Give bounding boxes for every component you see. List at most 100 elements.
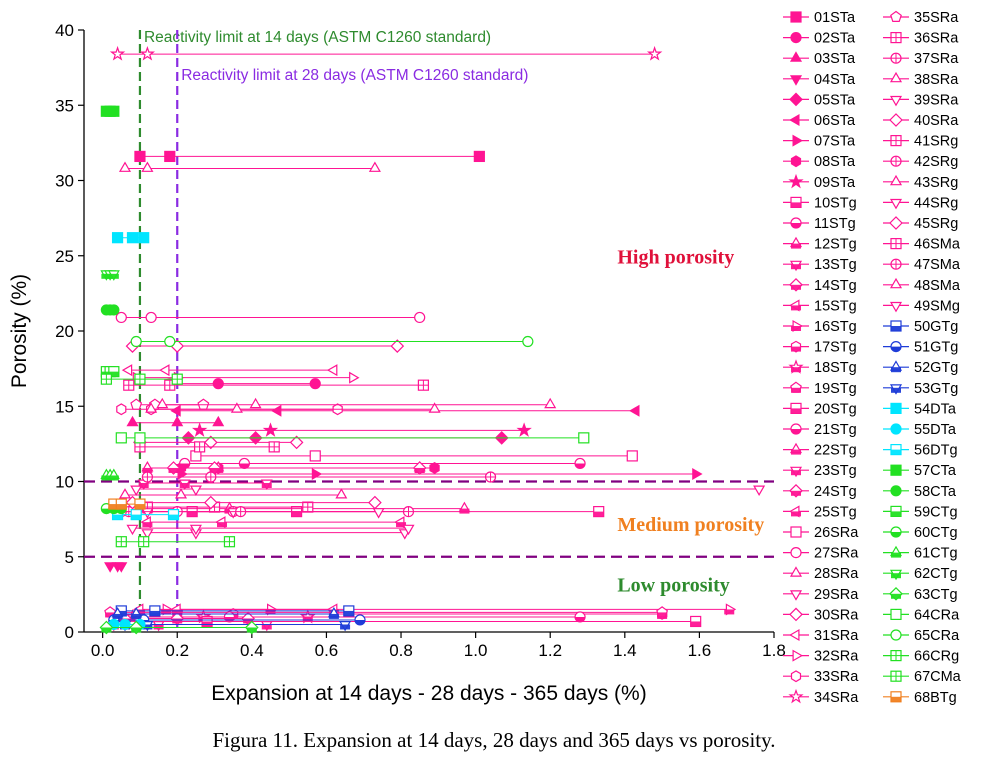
series-26SRa <box>190 450 638 462</box>
legend-entry: 05STa <box>783 92 856 108</box>
legend-entry: 33SRa <box>783 669 859 685</box>
legend-marker <box>890 526 902 538</box>
data-point <box>174 488 188 499</box>
legend-entry: 59CTg <box>883 504 958 520</box>
reference-line-label: Reactivity limit at 28 days (ASTM C1260 … <box>181 67 528 84</box>
legend-entry: 37SRa <box>883 51 959 67</box>
legend-label: 14STg <box>814 278 857 294</box>
legend-label: 42SRg <box>914 154 958 170</box>
legend-entry: 56DTg <box>883 443 958 459</box>
legend-marker <box>790 31 802 44</box>
data-point <box>126 232 139 244</box>
data-point <box>544 397 557 409</box>
legend-label: 63CTg <box>914 587 958 603</box>
legend-entry: 23STg <box>783 463 857 479</box>
data-point <box>656 606 669 618</box>
legend-marker <box>890 258 902 270</box>
legend-marker <box>889 545 903 558</box>
data-point <box>130 509 142 521</box>
legend-label: 15STg <box>814 298 857 314</box>
legend-entry: 55DTa <box>883 422 957 438</box>
legend-label: 47SMa <box>914 257 961 273</box>
data-point <box>207 461 222 475</box>
data-point <box>179 457 191 470</box>
legend-marker <box>789 607 803 622</box>
data-point <box>212 378 224 390</box>
series-46SMa <box>134 441 280 453</box>
legend-label: 38SRa <box>914 72 959 88</box>
data-point <box>262 422 279 437</box>
legend-entry: 39SRa <box>883 92 959 108</box>
series-37SRa <box>141 471 497 483</box>
legend-entry: 44SRg <box>883 195 958 211</box>
legend-marker <box>889 301 903 313</box>
data-point <box>753 485 766 497</box>
legend-label: 27SRa <box>814 546 859 562</box>
data-point <box>189 524 202 536</box>
legend-marker <box>789 505 801 518</box>
data-point <box>646 45 663 61</box>
series-01STa <box>134 150 485 163</box>
legend-label: 56DTg <box>914 443 958 459</box>
data-point <box>115 432 127 444</box>
data-point <box>260 479 273 491</box>
legend-entry: 17STg <box>783 340 857 356</box>
data-point <box>223 536 236 548</box>
legend-marker <box>889 71 903 83</box>
series-04STa <box>104 562 128 573</box>
legend-marker <box>789 466 803 478</box>
data-point <box>335 488 348 499</box>
x-tick-label: 0.4 <box>240 641 264 660</box>
legend-marker <box>792 134 804 147</box>
legend-entry: 19STg <box>783 381 857 397</box>
series-58CTa <box>100 304 120 316</box>
legend-label: 10STg <box>814 195 857 211</box>
data-point <box>574 457 586 470</box>
legend-marker <box>788 688 804 704</box>
legend-entry: 15STg <box>783 298 857 314</box>
legend-marker <box>789 483 803 498</box>
data-point <box>140 516 153 529</box>
data-point <box>152 620 165 632</box>
legend-entry: 47SMa <box>883 257 961 273</box>
data-point <box>311 467 323 481</box>
series-48SMa <box>118 488 348 499</box>
data-point <box>115 498 127 510</box>
series-31SRa <box>121 364 338 377</box>
legend-entry: 36SRa <box>883 31 959 47</box>
data-point <box>238 457 250 470</box>
data-point <box>402 506 415 518</box>
legend-label: 07STa <box>814 134 856 150</box>
data-point <box>108 366 120 378</box>
legend-label: 09STa <box>814 175 856 191</box>
data-point <box>230 402 243 413</box>
data-point <box>164 150 176 163</box>
legend-label: 51GTg <box>914 340 958 356</box>
legend-label: 33SRa <box>814 669 859 685</box>
legend-label: 59CTg <box>914 504 958 520</box>
legend-marker <box>890 52 902 64</box>
legend-label: 24STg <box>814 484 857 500</box>
legend-label: 68BTg <box>914 690 957 706</box>
data-point <box>170 404 181 417</box>
legend-label: 35SRa <box>914 10 959 26</box>
data-point <box>326 364 338 377</box>
legend-label: 25STg <box>814 504 857 520</box>
legend-label: 02STa <box>814 31 856 47</box>
series-64CRa <box>115 432 590 444</box>
legend-marker <box>890 423 902 435</box>
data-point <box>116 403 127 416</box>
data-point <box>164 379 176 391</box>
data-point <box>309 378 321 390</box>
data-point <box>138 536 150 548</box>
data-point <box>309 450 321 462</box>
data-point <box>692 467 703 481</box>
data-point <box>194 441 206 453</box>
data-point <box>417 379 430 391</box>
legend-label: 21STg <box>814 422 857 438</box>
legend-label: 05STa <box>814 92 856 108</box>
legend-label: 52GTg <box>914 360 958 376</box>
legend-entry: 29SRa <box>783 587 859 603</box>
legend-label: 06STa <box>814 113 856 129</box>
